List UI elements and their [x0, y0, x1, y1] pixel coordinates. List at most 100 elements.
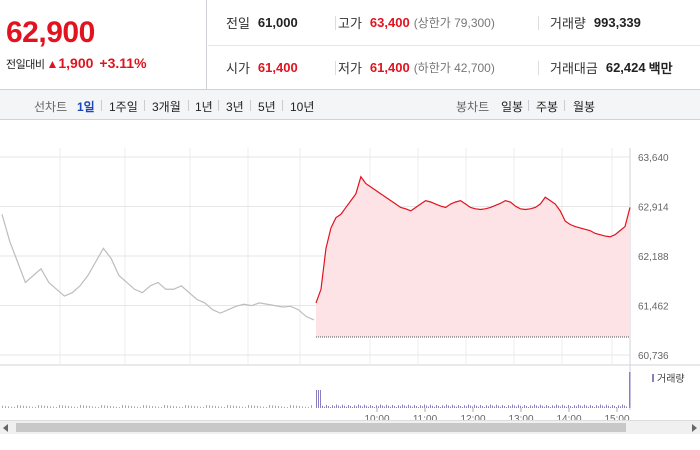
- period-1d[interactable]: 1일: [77, 100, 95, 114]
- volume-bar: [382, 405, 383, 408]
- horizontal-scrollbar[interactable]: [0, 420, 700, 434]
- volume-bar: [346, 406, 347, 408]
- volume-bar: [14, 407, 15, 408]
- y-axis: 63,640 62,914 62,188 61,462 60,736: [638, 153, 669, 362]
- volume-bar: [462, 407, 463, 408]
- volume-bar: [584, 404, 585, 408]
- volume-bar: [322, 405, 323, 408]
- volume-bar: [269, 405, 270, 408]
- period-3y[interactable]: 3년: [226, 100, 244, 114]
- volume-bar: [366, 405, 367, 408]
- candle-weekly[interactable]: 주봉: [536, 100, 559, 114]
- volume-bar: [185, 405, 186, 408]
- volume-bar: [478, 406, 479, 408]
- volume-bar: [318, 390, 319, 408]
- volume-bar: [370, 405, 371, 408]
- volume-chart: 거래량: [2, 372, 685, 408]
- volume-bar: [26, 406, 27, 408]
- scroll-right-icon[interactable]: [692, 424, 697, 432]
- volume-bar: [538, 406, 539, 408]
- volume-bar: [110, 406, 111, 408]
- stat-label: 거래량: [550, 16, 586, 31]
- price-chart[interactable]: 63,640 62,914 62,188 61,462 60,736 거래량 10:00…: [0, 120, 700, 420]
- stat-label: 전일: [226, 16, 250, 31]
- volume-bar: [426, 405, 427, 408]
- volume-bar: [500, 406, 501, 408]
- volume-bar: [113, 406, 114, 408]
- volume-bar: [620, 406, 621, 408]
- volume-bar: [143, 405, 144, 408]
- volume-bar: [428, 406, 429, 408]
- volume-bar: [374, 407, 375, 408]
- volume-bar: [542, 405, 543, 408]
- volume-bar: [173, 406, 174, 408]
- period-1w[interactable]: 1주일: [109, 100, 138, 114]
- scroll-left-icon[interactable]: [3, 424, 8, 432]
- volume-bar: [586, 405, 587, 408]
- period-separator: [282, 100, 283, 111]
- change-label: 전일대비: [6, 59, 45, 71]
- volume-bar: [508, 405, 509, 408]
- volume-bar: [290, 405, 291, 408]
- volume-bar: [176, 406, 177, 408]
- volume-bar: [414, 405, 415, 408]
- volume-bar: [122, 405, 123, 408]
- period-1y[interactable]: 1년: [195, 100, 213, 114]
- volume-bar: [546, 405, 547, 408]
- volume-bar: [504, 406, 505, 408]
- volume-bar: [74, 406, 75, 408]
- volume-bar: [23, 405, 24, 408]
- volume-bar: [182, 407, 183, 408]
- volume-bar: [251, 405, 252, 408]
- volume-bar: [212, 405, 213, 408]
- stat-label: 저가: [338, 61, 362, 76]
- volume-bar: [526, 406, 527, 408]
- volume-bar: [320, 390, 321, 408]
- stat-value: 993,339: [593, 15, 641, 30]
- volume-bar: [564, 405, 565, 408]
- quote-header: 62,900 전일대비 ▲1,900 +3.11% 전일 61,000 고가 63,…: [0, 0, 700, 90]
- volume-bar: [92, 406, 93, 408]
- volume-bar: [550, 407, 551, 408]
- volume-bar: [604, 406, 605, 408]
- volume-bar: [430, 404, 431, 408]
- volume-bar: [498, 405, 499, 408]
- volume-bar: [362, 406, 363, 408]
- scroll-thumb[interactable]: [16, 423, 626, 432]
- volume-bar: [284, 406, 285, 408]
- volume-bar: [326, 405, 327, 408]
- volume-bar: [338, 405, 339, 408]
- volume-bar: [59, 405, 60, 408]
- stat-unit: 백만: [648, 61, 673, 76]
- volume-bar: [352, 407, 353, 408]
- change-amount: 1,900: [58, 55, 94, 71]
- volume-bar: [101, 405, 102, 408]
- price-area: [1, 175, 631, 338]
- volume-bar: [254, 405, 255, 408]
- x-axis: 10:00 11:00 12:00 13:00 14:00 15:00: [364, 408, 630, 420]
- volume-bar: [624, 405, 625, 408]
- candle-daily[interactable]: 일봉: [501, 100, 524, 114]
- volume-bar: [47, 406, 48, 408]
- volume-bar: [522, 406, 523, 408]
- volume-bar: [562, 404, 563, 408]
- period-10y[interactable]: 10년: [290, 100, 315, 114]
- volume-bar: [578, 404, 579, 408]
- volume-bar: [233, 405, 234, 408]
- candle-monthly[interactable]: 월봉: [573, 100, 596, 114]
- volume-bar: [602, 405, 603, 408]
- volume-bar: [194, 406, 195, 408]
- volume-bar: [556, 404, 557, 408]
- volume-bar: [540, 404, 541, 408]
- stat-high: 고가 63,400 (상한가 79,300): [338, 0, 495, 45]
- volume-bar: [83, 405, 84, 408]
- line-chart-label: 선차트: [34, 100, 68, 114]
- volume-bar: [65, 405, 66, 408]
- volume-bar: [354, 405, 355, 408]
- volume-bar: [2, 405, 3, 408]
- volume-bar: [514, 405, 515, 408]
- period-3m[interactable]: 3개월: [152, 100, 181, 114]
- period-5y[interactable]: 5년: [258, 100, 276, 114]
- volume-bar: [376, 405, 377, 408]
- volume-bar: [140, 407, 141, 408]
